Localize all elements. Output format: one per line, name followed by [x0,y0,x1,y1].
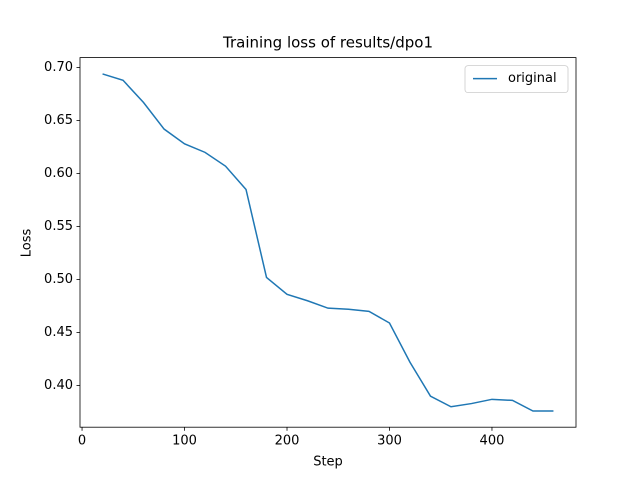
x-tick-label: 300 [377,434,402,449]
y-tick-label: 0.40 [44,378,73,393]
legend-label: original [508,71,557,86]
line-series [102,73,554,412]
y-tick-label: 0.60 [44,166,73,181]
chart-title: Training loss of results/dpo1 [222,34,433,52]
x-tick-label: 200 [275,434,300,449]
y-axis-label: Loss [20,229,35,258]
x-axis-label: Step [313,455,343,470]
y-tick-label: 0.65 [44,113,73,128]
y-tick-label: 0.55 [44,219,73,234]
y-tick-label: 0.45 [44,325,73,340]
y-tick-label: 0.50 [44,272,73,287]
legend-box [464,65,569,93]
x-tick-label: 0 [78,434,86,449]
x-tick-label: 100 [172,434,197,449]
plot-frame [79,57,577,428]
x-tick-label: 400 [480,434,505,449]
y-tick-label: 0.70 [44,60,73,75]
